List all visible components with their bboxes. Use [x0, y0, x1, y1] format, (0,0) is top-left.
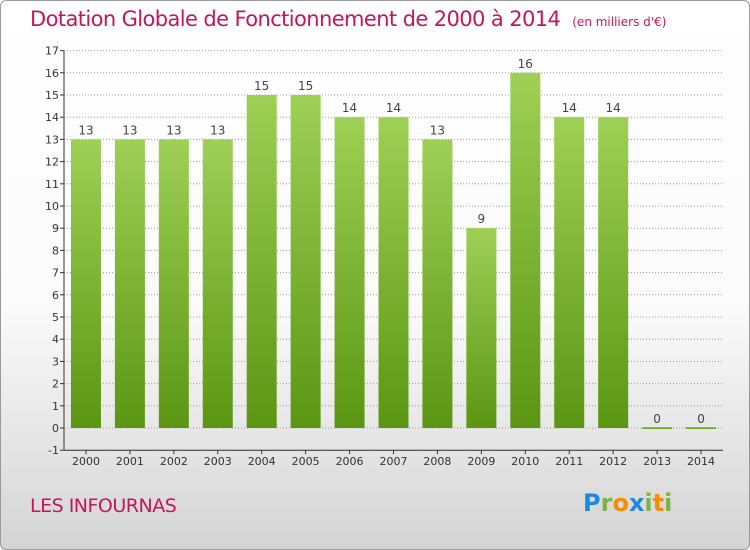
- data-label: 0: [653, 412, 661, 426]
- bar: [290, 95, 321, 428]
- logo-letter: x: [628, 489, 645, 517]
- chart-title-main: Dotation Globale de Fonctionnement de 20…: [30, 7, 561, 31]
- data-label: 14: [342, 101, 357, 115]
- x-tick-label: 2014: [687, 455, 715, 468]
- data-label: 0: [697, 412, 705, 426]
- bar: [378, 117, 409, 428]
- bar: [114, 139, 145, 428]
- data-label: 16: [518, 57, 533, 71]
- logo-letter: i: [644, 489, 653, 517]
- bar: [158, 139, 189, 428]
- x-tick-label: 2008: [423, 455, 451, 468]
- logo-letter: r: [600, 489, 613, 517]
- chart-title: Dotation Globale de Fonctionnement de 20…: [30, 7, 666, 31]
- data-label: 15: [298, 79, 313, 93]
- data-label: 13: [122, 123, 137, 137]
- x-tick-label: 2006: [336, 455, 364, 468]
- data-label: 13: [166, 123, 181, 137]
- x-tick-label: 2005: [292, 455, 320, 468]
- bar: [598, 117, 629, 428]
- x-tick-label: 2003: [204, 455, 232, 468]
- proxiti-logo: Proxiti: [583, 489, 672, 517]
- y-tick-label: 0: [52, 422, 59, 435]
- bar: [554, 117, 585, 428]
- y-tick-label: 11: [45, 178, 59, 191]
- x-tick-label: 2012: [599, 455, 627, 468]
- y-tick-label: 10: [45, 200, 59, 213]
- bar: [334, 117, 365, 428]
- location-label: LES INFOURNAS: [30, 495, 177, 517]
- y-tick-label: 15: [45, 89, 59, 102]
- x-tick-label: 2013: [643, 455, 671, 468]
- data-label: 14: [386, 101, 401, 115]
- y-tick-label: 1: [52, 400, 59, 413]
- y-tick-label: -1: [48, 444, 59, 457]
- x-tick-label: 2001: [116, 455, 144, 468]
- y-tick-label: 12: [45, 156, 59, 169]
- x-tick-label: 2004: [248, 455, 276, 468]
- y-tick-label: 6: [52, 289, 59, 302]
- y-tick-label: 14: [45, 111, 59, 124]
- data-label: 13: [78, 123, 93, 137]
- logo-letter: i: [664, 489, 673, 517]
- x-tick-label: 2002: [160, 455, 188, 468]
- y-tick-label: 9: [52, 222, 59, 235]
- x-tick-label: 2007: [380, 455, 408, 468]
- chart-unit-note: (en milliers d'€): [572, 15, 667, 29]
- y-tick-label: 13: [45, 133, 59, 146]
- y-tick-label: 3: [52, 355, 59, 368]
- y-tick-label: 17: [45, 45, 59, 58]
- data-label: 13: [210, 123, 225, 137]
- bar: [510, 72, 541, 429]
- logo-letter: o: [612, 489, 629, 517]
- bar: [422, 139, 453, 428]
- data-label: 9: [478, 212, 486, 226]
- y-tick-label: 7: [52, 267, 59, 280]
- x-tick-label: 2011: [555, 455, 583, 468]
- bar: [686, 427, 717, 429]
- logo-letter: P: [583, 489, 601, 517]
- y-tick-label: 8: [52, 244, 59, 257]
- data-label: 13: [430, 123, 445, 137]
- bar: [70, 139, 101, 428]
- data-label: 14: [562, 101, 577, 115]
- data-label: 15: [254, 79, 269, 93]
- y-tick-label: 5: [52, 311, 59, 324]
- bar: [642, 427, 673, 429]
- data-label: 14: [606, 101, 621, 115]
- x-tick-label: 2010: [511, 455, 539, 468]
- bar: [466, 228, 497, 428]
- bar: [246, 95, 277, 428]
- y-tick-label: 16: [45, 67, 59, 80]
- x-tick-label: 2000: [72, 455, 100, 468]
- x-tick-label: 2009: [467, 455, 495, 468]
- y-tick-label: 2: [52, 378, 59, 391]
- logo-letter: t: [652, 489, 665, 517]
- bar: [202, 139, 233, 428]
- y-tick-label: 4: [52, 333, 59, 346]
